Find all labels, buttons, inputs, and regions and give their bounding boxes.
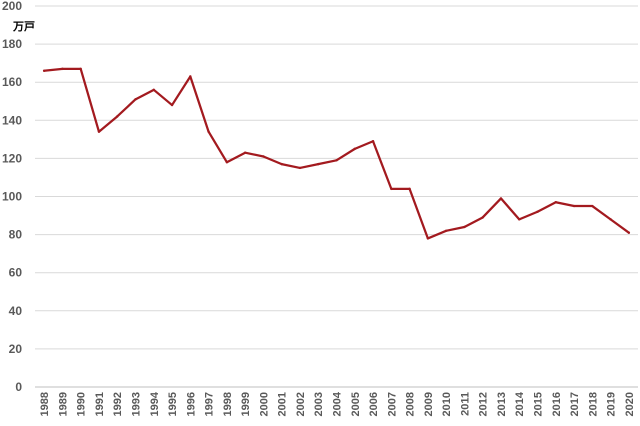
gridlines [35, 5, 638, 350]
x-tick-label: 1999 [240, 392, 252, 416]
data-point [408, 187, 411, 191]
y-tick-label: 140 [2, 113, 22, 127]
data-point [499, 197, 503, 200]
data-point [317, 162, 320, 166]
data-point [116, 115, 119, 118]
data-point [97, 130, 101, 133]
data-point [371, 140, 375, 143]
y-tick-label: 80 [9, 228, 23, 242]
x-tick-label: 1991 [94, 392, 106, 416]
x-tick-label: 2015 [533, 392, 545, 416]
data-point [262, 155, 265, 158]
x-tick-label: 1997 [204, 392, 216, 416]
data-point [134, 98, 137, 101]
x-tick-label: 2020 [624, 392, 636, 416]
data-point [170, 103, 174, 107]
y-tick-label: 200 [2, 0, 22, 13]
x-tick-label: 2001 [277, 392, 289, 416]
data-point [627, 231, 631, 234]
data-point [572, 204, 576, 208]
data-point [591, 204, 594, 208]
data-point [335, 159, 338, 162]
y-tick-label: 0 [15, 380, 22, 394]
x-tick-label: 2002 [295, 392, 307, 416]
x-tick-label: 2008 [405, 392, 417, 416]
x-tick-label: 2003 [313, 392, 325, 416]
data-point [152, 88, 155, 92]
data-point [207, 130, 210, 133]
x-tick-label: 2011 [459, 392, 471, 416]
data-point [61, 67, 64, 71]
data-point [390, 187, 393, 191]
data-point [609, 218, 612, 221]
x-tick-label: 2016 [551, 392, 563, 416]
data-point [298, 166, 302, 170]
data-point [554, 201, 557, 204]
data-point [225, 161, 229, 164]
data-point [42, 69, 46, 72]
x-tick-label: 2017 [569, 392, 581, 416]
data-point [518, 218, 521, 221]
x-tick-label: 2018 [587, 392, 599, 416]
y-tick-label: 180 [2, 37, 22, 51]
data-point [463, 225, 466, 229]
x-tick-label: 2004 [332, 391, 344, 416]
x-tick-label: 1992 [112, 392, 124, 416]
data-point [243, 151, 247, 154]
data-point [426, 237, 430, 240]
y-axis-ticks: 0 20 40 60 80 100 120 140 160 180 200 [2, 0, 22, 394]
x-tick-label: 1989 [57, 392, 69, 416]
x-tick-label: 1998 [222, 392, 234, 416]
x-tick-label: 2013 [496, 392, 508, 416]
x-tick-label: 1988 [39, 392, 51, 416]
x-tick-label: 1996 [185, 392, 197, 416]
data-point [444, 229, 448, 232]
x-tick-label: 2000 [258, 392, 270, 416]
x-tick-label: 2009 [423, 392, 435, 416]
x-tick-label: 2005 [350, 392, 362, 416]
y-tick-label: 100 [2, 190, 22, 204]
x-tick-label: 1993 [131, 392, 143, 416]
x-axis-ticks: 1988 1989 1990 1991 1992 1993 1994 1995 1996 1997… [39, 391, 636, 416]
y-tick-label: 160 [2, 75, 22, 89]
y-tick-label: 40 [9, 304, 23, 318]
x-tick-label: 2012 [478, 392, 490, 416]
y-axis-unit-label: 万戸 [12, 20, 35, 33]
x-tick-label: 1994 [149, 391, 161, 416]
data-point [481, 216, 484, 219]
x-tick-label: 1995 [167, 392, 179, 416]
y-tick-label: 120 [2, 151, 22, 165]
y-tick-label: 20 [9, 342, 23, 356]
x-tick-label: 2006 [368, 392, 380, 416]
x-tick-label: 2007 [386, 392, 398, 416]
data-point [353, 147, 356, 151]
series [42, 67, 631, 240]
series-line [43, 67, 630, 240]
data-point [79, 67, 82, 71]
x-tick-label: 2010 [441, 392, 453, 416]
data-point [189, 75, 192, 78]
y-tick-label: 60 [9, 266, 23, 280]
x-tick-label: 1990 [76, 392, 88, 416]
x-tick-label: 2014 [514, 391, 526, 416]
data-point [536, 210, 539, 213]
x-tick-label: 2019 [606, 392, 618, 416]
data-point [280, 162, 283, 166]
